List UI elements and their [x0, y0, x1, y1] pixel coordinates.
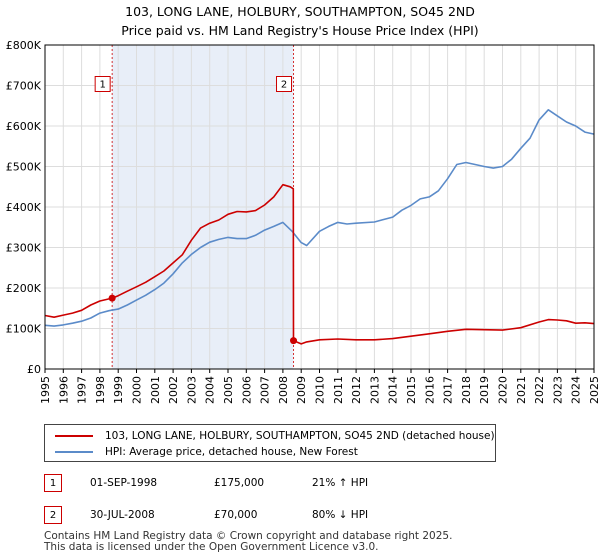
- x-tick-label: 1996: [57, 376, 70, 404]
- x-tick-label: 2023: [551, 376, 564, 404]
- legend-swatch-hpi: [55, 451, 93, 453]
- x-tick-label: 2019: [478, 376, 491, 404]
- marker-label-box: [276, 76, 293, 92]
- title-line-1: 103, LONG LANE, HOLBURY, SOUTHAMPTON, SO…: [125, 4, 475, 19]
- transaction-date: 30-JUL-2008: [90, 509, 155, 521]
- x-tick-label: 2013: [368, 376, 381, 404]
- x-tick-label: 2025: [588, 376, 600, 404]
- y-tick-label: £800K: [6, 39, 42, 52]
- transaction-hpi-diff: 21% ↑ HPI: [312, 477, 369, 489]
- marker-label-box: [94, 76, 111, 92]
- y-tick-label: £700K: [6, 80, 42, 93]
- footer-attribution: Contains HM Land Registry data © Crown c…: [44, 531, 452, 553]
- x-tick-label: 1995: [39, 376, 52, 404]
- legend-swatch-property: [55, 435, 93, 437]
- x-tick-label: 2017: [442, 376, 455, 404]
- x-tick-label: 2022: [533, 376, 546, 404]
- x-tick-label: 2005: [222, 376, 235, 404]
- y-tick-label: £400K: [6, 201, 42, 214]
- legend-item-property: 103, LONG LANE, HOLBURY, SOUTHAMPTON, SO…: [55, 428, 495, 444]
- chart-title: 103, LONG LANE, HOLBURY, SOUTHAMPTON, SO…: [0, 2, 600, 40]
- y-tick-label: £100K: [6, 323, 42, 336]
- transaction-price: £175,000: [214, 477, 265, 489]
- legend-item-hpi: HPI: Average price, detached house, New …: [55, 444, 358, 460]
- x-tick-label: 1997: [76, 376, 89, 404]
- x-tick-label: 2014: [387, 376, 400, 404]
- chart-legend: 103, LONG LANE, HOLBURY, SOUTHAMPTON, SO…: [44, 424, 496, 462]
- transaction-date: 01-SEP-1998: [90, 477, 158, 489]
- footer-line-2: This data is licensed under the Open Gov…: [44, 541, 379, 553]
- hpi-line: [44, 109, 595, 327]
- x-tick-label: 1999: [112, 376, 125, 404]
- property-price-line: [44, 183, 595, 345]
- x-tick-label: 2001: [149, 376, 162, 404]
- transaction-point: [290, 337, 298, 345]
- transaction-price: £70,000: [214, 509, 258, 521]
- y-tick-label: £200K: [6, 282, 42, 295]
- x-tick-label: 2008: [277, 376, 290, 404]
- x-tick-label: 2015: [405, 376, 418, 404]
- y-tick-label: £600K: [6, 120, 42, 133]
- transaction-point: [108, 294, 116, 302]
- x-tick-label: 2010: [314, 376, 327, 404]
- x-tick-label: 2011: [332, 376, 345, 404]
- y-tick-label: £0: [27, 363, 41, 376]
- x-tick-label: 2009: [295, 376, 308, 404]
- price-chart: 1 2 £0 £100K £200K £300K £400K £500K £600K £700K…: [6, 39, 600, 404]
- transaction-marker-badge: 1: [44, 474, 62, 492]
- x-tick-label: 2000: [131, 376, 144, 404]
- x-tick-label: 2012: [350, 376, 363, 404]
- footer-line-1: Contains HM Land Registry data © Crown c…: [44, 530, 453, 542]
- transaction-marker-badge: 2: [44, 506, 62, 524]
- marker-label-text: 2: [281, 80, 287, 91]
- y-tick-label: £300K: [6, 242, 42, 255]
- x-tick-label: 2004: [204, 376, 217, 404]
- x-tick-label: 2024: [570, 376, 583, 404]
- x-tick-label: 1998: [94, 376, 107, 404]
- x-tick-label: 2020: [497, 376, 510, 404]
- plot-frame: [44, 44, 595, 370]
- x-tick-label: 2016: [423, 376, 436, 404]
- x-tick-label: 2003: [185, 376, 198, 404]
- marker-label-text: 1: [99, 80, 105, 91]
- x-tick-label: 2021: [515, 376, 528, 404]
- x-tick-label: 2007: [259, 376, 272, 404]
- title-line-2: Price paid vs. HM Land Registry's House …: [121, 23, 479, 38]
- x-tick-label: 2018: [460, 376, 473, 404]
- legend-label-hpi: HPI: Average price, detached house, New …: [105, 446, 358, 458]
- x-tick-label: 2006: [240, 376, 253, 404]
- legend-label-property: 103, LONG LANE, HOLBURY, SOUTHAMPTON, SO…: [105, 430, 495, 442]
- x-tick-label: 2002: [167, 376, 180, 404]
- transaction-hpi-diff: 80% ↓ HPI: [312, 509, 369, 521]
- y-tick-label: £500K: [6, 161, 42, 174]
